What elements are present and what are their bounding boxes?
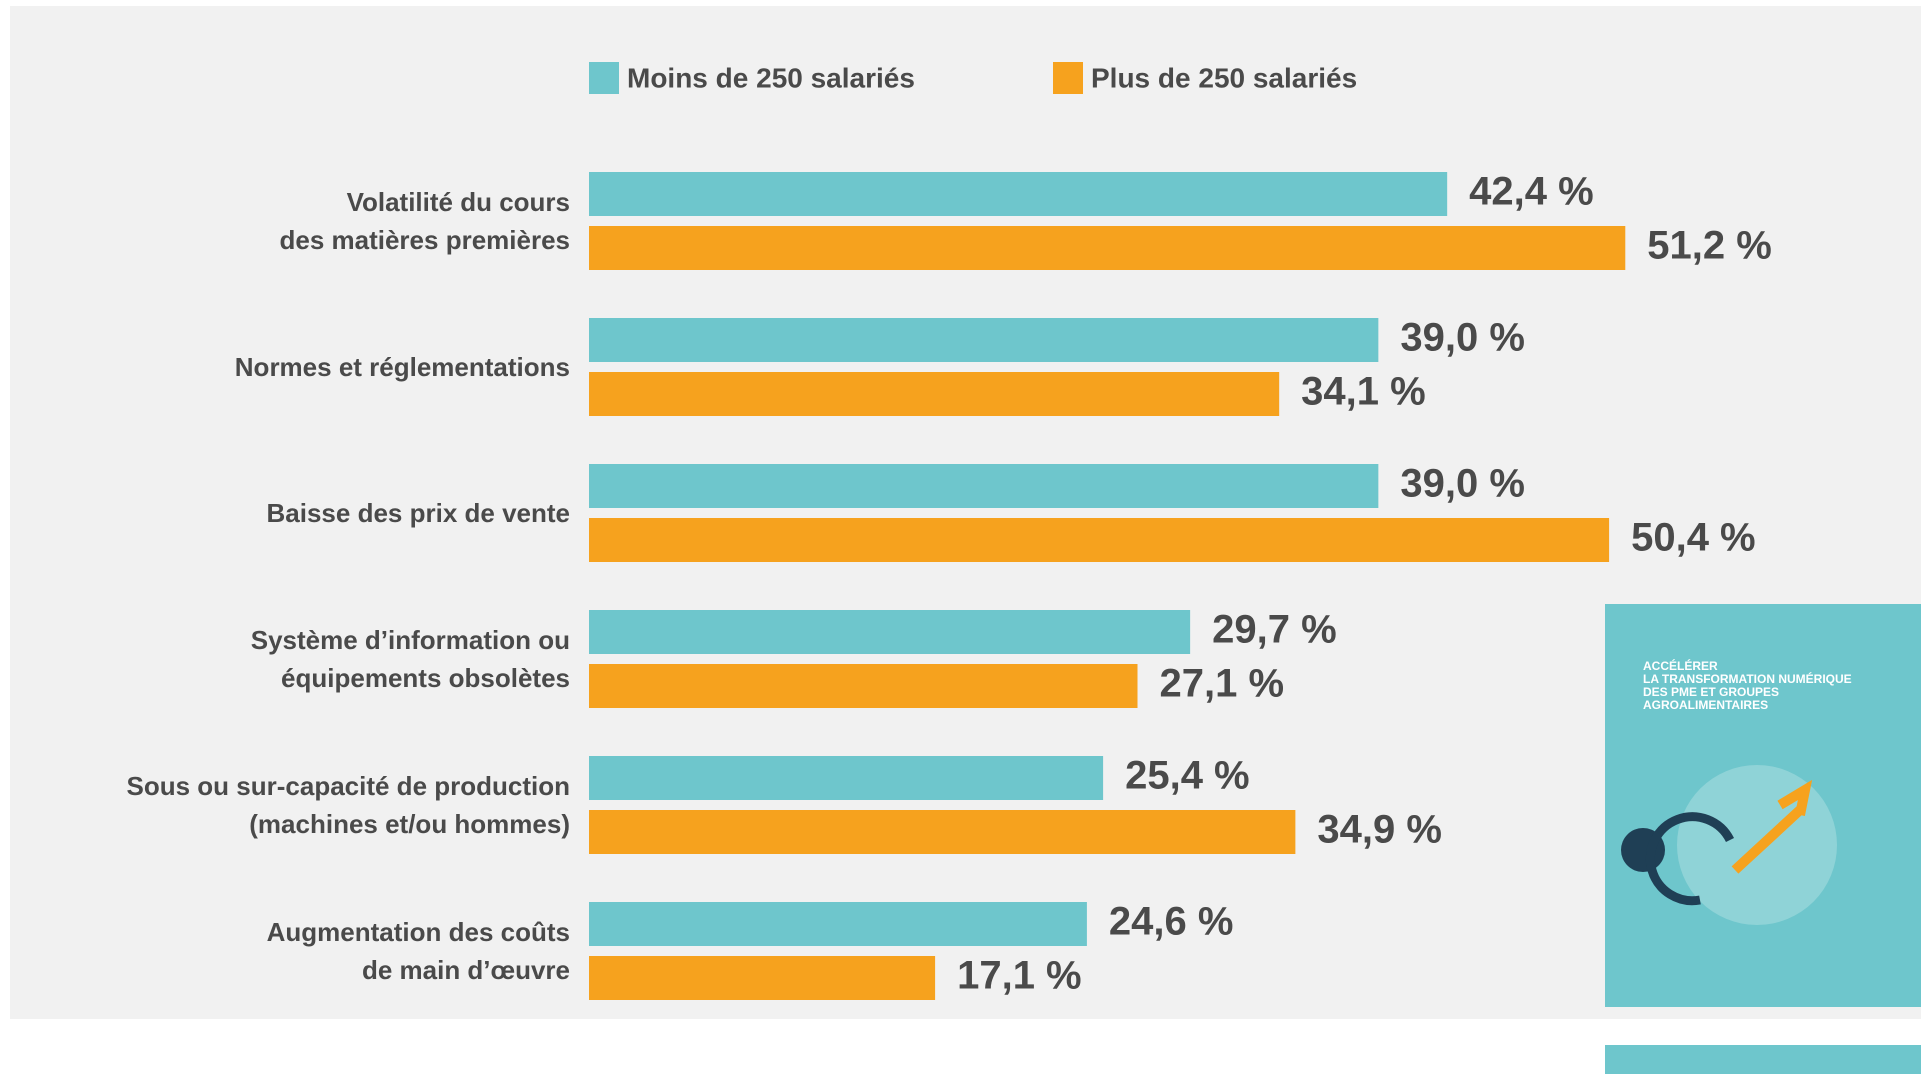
- bar: [589, 464, 1379, 508]
- bar: [589, 664, 1138, 708]
- value-label: 39,0 %: [1400, 316, 1525, 360]
- value-label: 39,0 %: [1400, 462, 1525, 506]
- value-label: 27,1 %: [1160, 662, 1285, 706]
- legend-swatch: [589, 62, 619, 94]
- legend-label: Moins de 250 salariés: [627, 62, 915, 93]
- value-label: 29,7 %: [1212, 608, 1337, 652]
- value-label: 34,1 %: [1301, 370, 1426, 414]
- value-label: 42,4 %: [1469, 170, 1594, 214]
- bar: [589, 372, 1280, 416]
- bar: [589, 318, 1379, 362]
- category-label: Baisse des prix de vente: [266, 498, 570, 528]
- category-label: Système d’information ou équipements obs…: [250, 625, 570, 693]
- value-label: 50,4 %: [1631, 516, 1756, 560]
- value-label: 51,2 %: [1647, 224, 1772, 268]
- inset-title: ACCÉLÉRER LA TRANSFORMATION NUMÉRIQUE DE…: [1643, 659, 1852, 712]
- legend-label: Plus de 250 salariés: [1091, 62, 1357, 93]
- category-label: Augmentation des coûts de main d’œuvre: [266, 917, 570, 985]
- legend-swatch: [1053, 62, 1083, 94]
- category-label: Normes et réglementations: [234, 352, 570, 382]
- bar: [589, 518, 1610, 562]
- value-label: 25,4 %: [1125, 754, 1250, 798]
- inset-strip: [1605, 1045, 1921, 1074]
- category-label: Volatilité du cours des matières premièr…: [279, 187, 570, 255]
- inset-decoration: [1645, 812, 1735, 906]
- category-label: Sous ou sur-capacité de production (mach…: [126, 771, 571, 839]
- bar: [589, 172, 1448, 216]
- inset-decoration: [1731, 779, 1813, 874]
- value-label: 34,9 %: [1317, 808, 1442, 852]
- bar: [589, 610, 1191, 654]
- value-label: 17,1 %: [957, 954, 1082, 998]
- bar: [589, 226, 1626, 270]
- bar: [589, 756, 1104, 800]
- bar: [589, 810, 1296, 854]
- inset-cover: [1605, 604, 1921, 1074]
- value-label: 24,6 %: [1109, 900, 1234, 944]
- bar: [589, 902, 1087, 946]
- bar: [589, 956, 936, 1000]
